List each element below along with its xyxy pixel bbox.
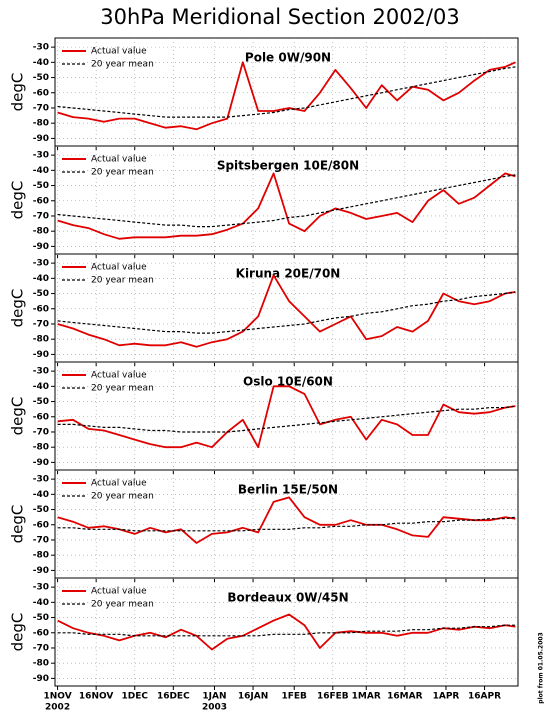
side-note: plot from 01.05.2003	[538, 632, 545, 703]
y-tick-label: -30	[33, 367, 49, 377]
y-tick-label: -70	[33, 103, 49, 113]
y-axis-label: degC	[9, 397, 27, 436]
data-line	[57, 405, 516, 433]
x-year-label: 2002	[45, 703, 70, 713]
y-tick-label: -70	[33, 319, 49, 329]
y-tick-label: -60	[33, 520, 49, 530]
y-tick-label: -50	[33, 289, 49, 299]
y-tick-label: -30	[33, 475, 49, 485]
data-line	[57, 172, 516, 240]
data-line	[57, 496, 516, 544]
y-tick-label: -40	[33, 382, 49, 392]
x-tick-label: 16FEB	[317, 692, 349, 702]
chart-title: 30hPa Meridional Section 2002/03	[100, 5, 459, 29]
y-tick-label: -50	[33, 181, 49, 191]
legend-label: Actual value	[91, 47, 147, 57]
data-line	[57, 385, 516, 449]
legend-label: 20 year mean	[91, 276, 154, 286]
x-tick-label: 1DEC	[121, 692, 148, 702]
y-tick-label: -50	[33, 613, 49, 623]
y-axis-label: degC	[9, 181, 27, 220]
y-tick-label: -70	[33, 211, 49, 221]
y-tick-label: -70	[33, 427, 49, 437]
y-tick-label: -40	[33, 58, 49, 68]
legend-label: 20 year mean	[91, 600, 154, 610]
legend-label: 20 year mean	[91, 384, 154, 394]
y-tick-label: -50	[33, 397, 49, 407]
y-tick-label: -60	[33, 88, 49, 98]
data-line	[57, 613, 516, 651]
y-tick-label: -40	[33, 166, 49, 176]
y-tick-label: -40	[33, 598, 49, 608]
y-tick-label: -60	[33, 304, 49, 314]
x-tick-label: 16DEC	[157, 692, 190, 702]
y-tick-label: -80	[33, 551, 49, 561]
legend-label: 20 year mean	[91, 492, 154, 502]
y-tick-label: -80	[33, 659, 49, 669]
x-tick-label: 16APR	[468, 692, 501, 702]
y-tick-label: -60	[33, 412, 49, 422]
panel-title: Pole 0W/90N	[245, 51, 331, 65]
data-line	[57, 624, 516, 637]
y-axis-label: degC	[9, 289, 27, 328]
data-line	[57, 516, 516, 532]
y-tick-label: -30	[33, 259, 49, 269]
panel-title: Spitsbergen 10E/80N	[217, 159, 359, 173]
legend-label: 20 year mean	[91, 168, 154, 178]
y-tick-label: -90	[33, 134, 49, 144]
y-tick-label: -90	[33, 242, 49, 252]
plot-frame	[54, 577, 519, 687]
legend-label: Actual value	[91, 263, 147, 273]
x-year-label: 2003	[202, 703, 227, 713]
y-tick-label: -90	[33, 350, 49, 360]
panel-title: Oslo 10E/60N	[243, 375, 333, 389]
y-tick-label: -60	[33, 628, 49, 638]
legend-label: Actual value	[91, 155, 147, 165]
y-tick-label: -80	[33, 119, 49, 129]
x-tick-label: 16JAN	[238, 692, 268, 702]
panel-title: Kiruna 20E/70N	[236, 267, 341, 281]
data-line	[57, 291, 516, 334]
y-tick-label: -70	[33, 643, 49, 653]
y-axis-label: degC	[9, 505, 27, 544]
y-tick-label: -30	[33, 43, 49, 53]
y-tick-label: -60	[33, 196, 49, 206]
x-tick-label: 1NOV	[43, 692, 71, 702]
panel-title: Berlin 15E/50N	[238, 483, 338, 497]
x-tick-label: 1JAN	[202, 692, 226, 702]
y-axis-label: degC	[9, 613, 27, 652]
data-line	[57, 174, 516, 228]
y-tick-label: -90	[33, 566, 49, 576]
y-tick-label: -70	[33, 535, 49, 545]
y-tick-label: -50	[33, 505, 49, 515]
y-tick-label: -30	[33, 583, 49, 593]
data-line	[57, 66, 516, 118]
x-tick-label: 1APR	[433, 692, 460, 702]
y-tick-label: -50	[33, 73, 49, 83]
x-tick-label: 16NOV	[79, 692, 113, 702]
y-tick-label: -90	[33, 674, 49, 684]
data-line	[57, 61, 516, 131]
y-tick-label: -80	[33, 335, 49, 345]
legend-label: Actual value	[91, 371, 147, 381]
y-tick-label: -80	[33, 443, 49, 453]
x-tick-label: 16MAR	[387, 692, 422, 702]
legend-label: 20 year mean	[91, 60, 154, 70]
y-tick-label: -40	[33, 490, 49, 500]
legend-label: Actual value	[91, 479, 147, 489]
y-tick-label: -80	[33, 227, 49, 237]
y-tick-label: -90	[33, 458, 49, 468]
panel-title: Bordeaux 0W/45N	[227, 591, 348, 605]
y-axis-label: degC	[9, 73, 27, 112]
x-tick-label: 1MAR	[352, 692, 381, 702]
y-tick-label: -40	[33, 274, 49, 284]
y-tick-label: -30	[33, 151, 49, 161]
data-line	[57, 274, 516, 348]
x-tick-label: 1FEB	[282, 692, 308, 702]
legend-label: Actual value	[91, 587, 147, 597]
